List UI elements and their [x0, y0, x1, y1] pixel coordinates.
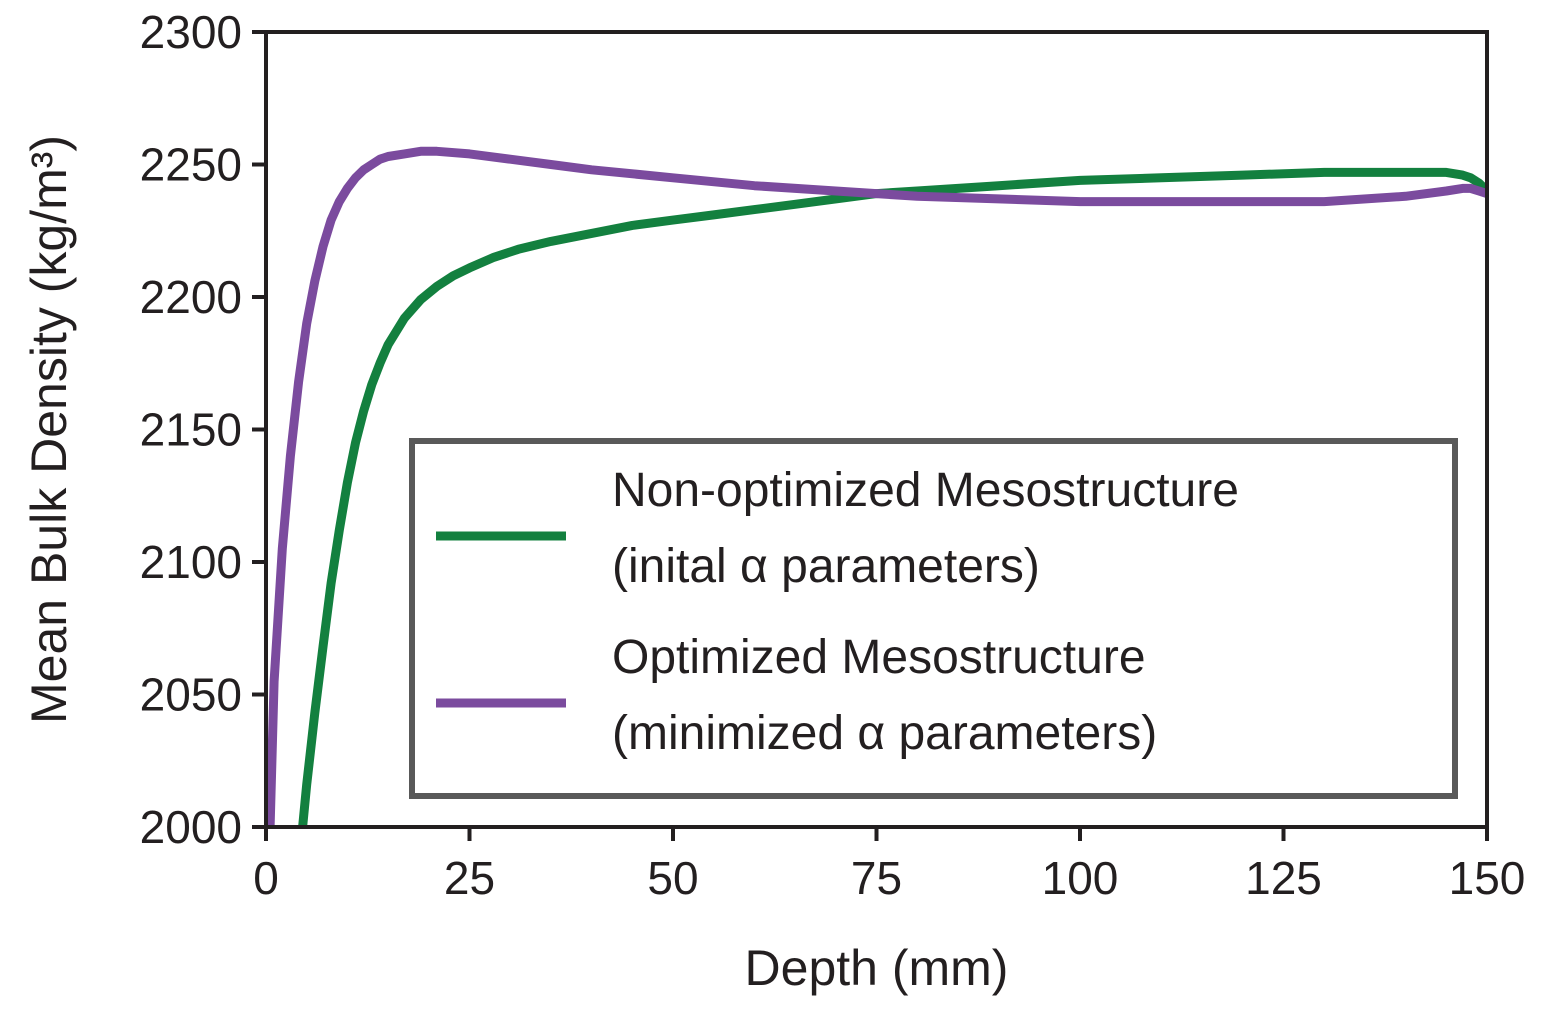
y-tick-label: 2250	[140, 139, 242, 191]
x-tick-label: 125	[1245, 852, 1322, 904]
x-tick-label: 25	[444, 852, 495, 904]
x-axis-label: Depth (mm)	[745, 940, 1009, 996]
x-tick-label: 150	[1449, 852, 1526, 904]
legend-label-1-line-1: Non-optimized Mesostructure	[612, 464, 1239, 517]
y-tick-label: 2150	[140, 404, 242, 456]
y-tick-label: 2100	[140, 536, 242, 588]
y-tick-label: 2050	[140, 669, 242, 721]
x-tick-label: 50	[647, 852, 698, 904]
series-line-2	[266, 146, 1487, 827]
legend-label-2-line-1: Optimized Mesostructure	[612, 631, 1146, 684]
y-tick-label: 2200	[140, 271, 242, 323]
x-tick-label: 0	[253, 852, 279, 904]
x-tick-label: 100	[1042, 852, 1119, 904]
y-axis-ticks: 2000 2050 2100 2150 2200 2250 2300	[140, 6, 266, 853]
legend-label-1-line-2: (inital α parameters)	[612, 540, 1040, 593]
y-axis-label: Mean Bulk Density (kg/m³)	[21, 135, 77, 724]
series-layer	[266, 146, 1487, 827]
x-tick-label: 75	[851, 852, 902, 904]
legend-label-2-line-2: (minimized α parameters)	[612, 707, 1157, 760]
y-tick-label: 2000	[140, 801, 242, 853]
y-tick-label: 2300	[140, 6, 242, 58]
legend: Non-optimized Mesostructure (inital α par…	[409, 438, 1458, 799]
series-line-1	[298, 167, 1487, 827]
legend-box	[409, 438, 1458, 799]
x-axis-ticks: 0 25 50 75 100 125 150	[253, 827, 1525, 904]
